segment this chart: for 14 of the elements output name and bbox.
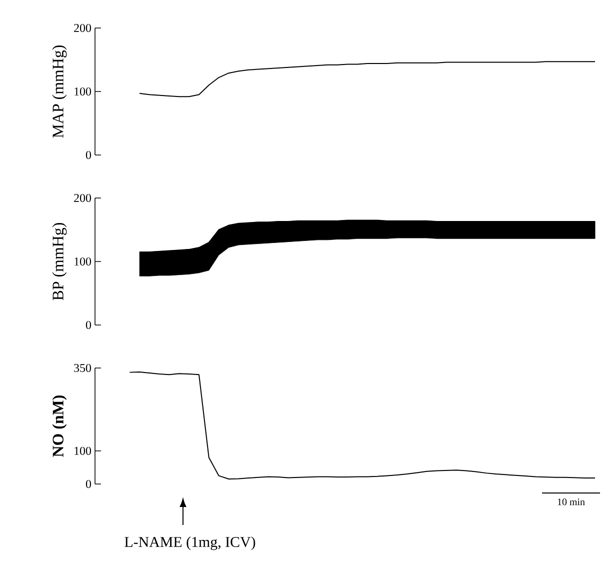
y-tick-label: 100 [74, 446, 92, 455]
y-axis-title: MAP (mmHg) [52, 46, 67, 138]
y-tick-label: 100 [74, 87, 92, 96]
y-tick-label: 100 [74, 257, 92, 266]
y-tick-label: 350 [74, 364, 92, 372]
y-axis-title: NO (nM) [52, 396, 67, 457]
y-tick-label: 200 [74, 24, 92, 32]
y-axis-title: BP (mmHg) [52, 223, 67, 300]
text: 10 min [558, 498, 585, 506]
text: L-NAME (1mg, ICV) [124, 536, 256, 550]
y-tick-label: 0 [86, 320, 92, 330]
y-tick-label: 0 [86, 150, 92, 160]
y-tick-label: 0 [86, 480, 92, 488]
y-tick-label: 200 [74, 194, 92, 202]
